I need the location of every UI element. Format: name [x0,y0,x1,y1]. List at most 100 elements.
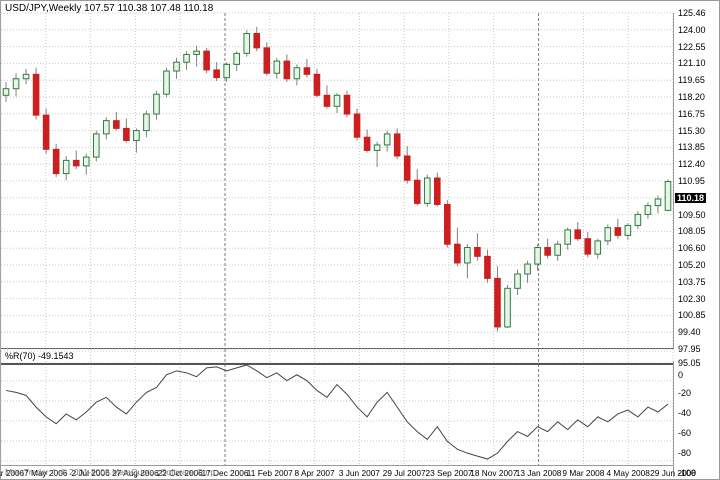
candlestick-bar[interactable] [294,68,300,79]
date-axis-tick: 3 Jun 2007 [339,468,380,478]
candlestick-bar[interactable] [344,95,350,114]
candlestick-bar[interactable] [144,114,150,131]
candlestick-bar[interactable] [194,51,200,54]
candlestick-bar[interactable] [615,228,621,236]
candlestick-bar[interactable] [33,74,39,115]
candlestick-bar[interactable] [505,288,511,327]
price-axis-tick: 110.95 [678,176,705,186]
candlestick-bar[interactable] [575,230,581,239]
candlestick-bar[interactable] [63,160,69,173]
candlestick-bar[interactable] [354,114,360,137]
price-axis-tick: 105.20 [678,260,706,270]
osc-axis-tick: -60 [678,428,691,438]
price-axis-tick: 124.00 [678,25,706,35]
price-axis-tick: 108.05 [678,226,706,236]
candlestick-bar[interactable] [93,134,99,157]
candlestick-bar[interactable] [154,94,160,114]
oscillator-panel: %R(70) -49.1543 [1,349,673,465]
candlestick-bar[interactable] [13,79,19,89]
candlestick-bar[interactable] [304,68,310,75]
candlestick-bar[interactable] [595,241,601,254]
date-axis-tick: 29 Jul 2007 [383,468,426,478]
candlestick-bar[interactable] [284,61,290,79]
candlestick-series[interactable] [1,13,673,349]
price-axis-tick: 103.75 [678,277,706,287]
candlestick-bar[interactable] [184,54,190,62]
candlestick-bar[interactable] [244,34,250,54]
candlestick-bar[interactable] [23,74,29,78]
candlestick-bar[interactable] [174,62,180,71]
date-axis-tick: 4 May 2008 [607,468,650,478]
price-axis-tick: 97.95 [678,344,701,354]
candlestick-bar[interactable] [104,121,110,134]
osc-axis-tick: -40 [678,408,691,418]
candlestick-bar[interactable] [665,182,671,211]
date-axis-tick: 11 Feb 2007 [247,468,293,478]
candlestick-bar[interactable] [485,256,491,278]
candlestick-bar[interactable] [655,199,661,206]
candlestick-bar[interactable] [455,244,461,263]
candlestick-bar[interactable] [83,157,89,166]
candlestick-bar[interactable] [475,248,481,257]
candlestick-bar[interactable] [3,89,9,96]
candlestick-bar[interactable] [114,121,120,129]
footer-copyright: MetaTrader 4, © 2001-2008 MetaQuotes Sof… [5,467,217,477]
price-axis-tick: 113.85 [678,142,705,152]
candlestick-bar[interactable] [495,278,501,327]
price-axis-tick: 106.60 [678,243,706,253]
candlestick-bar[interactable] [384,134,390,145]
candlestick-bar[interactable] [214,70,220,78]
candlestick-bar[interactable] [204,51,210,70]
candlestick-bar[interactable] [43,115,49,149]
osc-axis-tick: 95.05 [678,358,701,368]
price-axis-tick: 102.30 [678,294,706,304]
candlestick-bar[interactable] [394,134,400,156]
price-axis-tick: 122.55 [678,42,706,52]
candlestick-bar[interactable] [535,248,541,265]
percent-r-line[interactable] [1,349,673,465]
percent-r-line-path[interactable] [6,365,668,459]
candlestick-bar[interactable] [274,61,280,73]
date-axis-tick: 29 Jun 2008 [650,468,696,478]
candlestick-bar[interactable] [445,204,451,244]
candlestick-bar[interactable] [525,264,531,274]
candlestick-bar[interactable] [555,244,561,255]
candlestick-bar[interactable] [314,74,320,95]
candlestick-bar[interactable] [53,149,59,173]
candlestick-bar[interactable] [73,160,79,166]
candlestick-bar[interactable] [404,156,410,180]
candlestick-bar[interactable] [645,206,651,215]
candlestick-bar[interactable] [515,274,521,288]
candlestick-bar[interactable] [374,145,380,151]
date-axis-tick: 13 Jan 2008 [516,468,562,478]
candlestick-bar[interactable] [585,239,591,254]
candlestick-bar[interactable] [134,131,140,141]
candlestick-bar[interactable] [465,248,471,263]
candlestick-bar[interactable] [254,34,260,48]
candlestick-bar[interactable] [164,71,170,94]
candlestick-bar[interactable] [224,64,230,77]
price-axis-tick: 121.10 [678,58,706,68]
candlestick-bar[interactable] [565,230,571,244]
price-axis-tick: 99.40 [678,327,701,337]
price-axis-tick: 125.46 [678,8,706,18]
current-price-badge: 110.18 [675,193,706,203]
candlestick-bar[interactable] [625,225,631,235]
oscillator-indicator-label: %R(70) -49.1543 [5,351,74,361]
candlestick-bar[interactable] [324,95,330,106]
candlestick-bar[interactable] [605,228,611,241]
candlestick-bar[interactable] [334,95,340,106]
osc-axis-tick: -20 [678,388,691,398]
candlestick-bar[interactable] [635,214,641,225]
candlestick-bar[interactable] [264,48,270,73]
candlestick-bar[interactable] [414,180,420,203]
candlestick-bar[interactable] [124,128,130,140]
price-axis-tick: 119.65 [678,75,705,85]
candlestick-bar[interactable] [234,53,240,64]
candlestick-bar[interactable] [424,178,430,203]
candlestick-bar[interactable] [364,137,370,150]
candlestick-bar[interactable] [545,248,551,256]
date-axis-tick: 23 Sep 2007 [425,468,472,478]
date-axis-tick: 18 Nov 2007 [470,468,517,478]
candlestick-bar[interactable] [434,178,440,204]
